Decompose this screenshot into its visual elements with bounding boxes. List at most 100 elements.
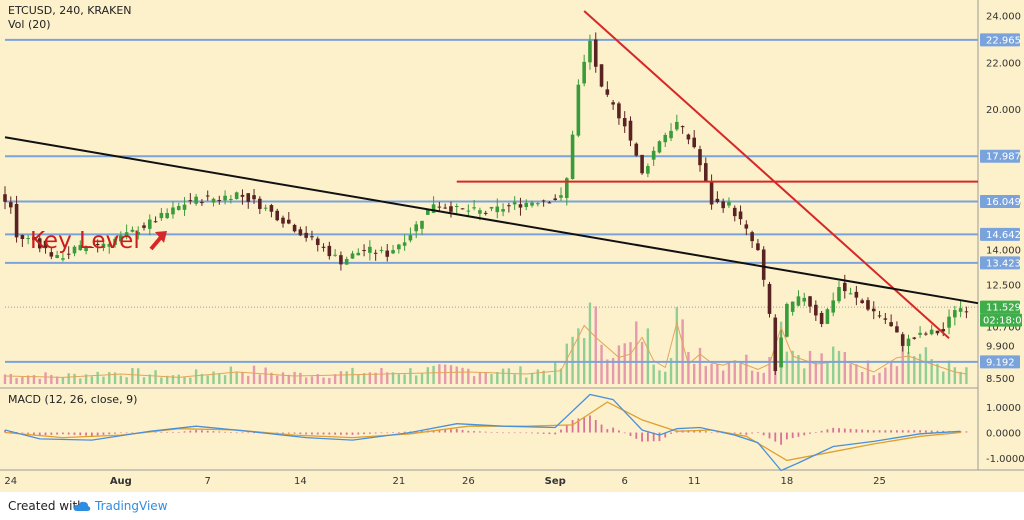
volume-bar bbox=[276, 375, 279, 384]
volume-bar bbox=[808, 350, 812, 384]
candle-body bbox=[269, 205, 274, 212]
macd-histogram-bar bbox=[843, 428, 846, 433]
volume-bar bbox=[617, 345, 621, 384]
macd-histogram-bar bbox=[479, 431, 481, 433]
macd-histogram-bar bbox=[745, 432, 748, 435]
macd-histogram-bar bbox=[212, 431, 215, 433]
volume-bar bbox=[362, 373, 366, 384]
macd-histogram-bar bbox=[177, 431, 180, 433]
volume-bar bbox=[32, 375, 36, 384]
candle-body bbox=[142, 225, 146, 228]
candle-body bbox=[779, 337, 783, 368]
candle-body bbox=[61, 258, 65, 260]
candle-body bbox=[66, 253, 71, 255]
candle-body bbox=[709, 182, 714, 205]
candle-body bbox=[536, 203, 540, 205]
candle-body bbox=[252, 195, 256, 200]
candle-body bbox=[240, 194, 245, 197]
candle-body bbox=[205, 195, 210, 197]
volume-bar bbox=[611, 358, 615, 384]
candle-body bbox=[321, 246, 326, 248]
macd-histogram-bar bbox=[96, 432, 99, 436]
last-price-badge-bg bbox=[980, 300, 1020, 314]
level-badge-bg bbox=[980, 256, 1020, 270]
chart-area[interactable]: 24.00022.00020.00018.00016.00014.00012.5… bbox=[0, 0, 1024, 492]
macd-histogram-bar bbox=[623, 432, 626, 434]
macd-histogram-bar bbox=[594, 419, 597, 433]
volume-bar bbox=[293, 371, 296, 384]
candle-body bbox=[814, 304, 818, 316]
macd-histogram-bar bbox=[907, 430, 910, 433]
volume-bar bbox=[270, 372, 273, 384]
volume-bar bbox=[872, 375, 875, 384]
volume-bar bbox=[420, 373, 424, 384]
macd-histogram-bar bbox=[311, 432, 313, 435]
macd-histogram-bar bbox=[403, 431, 406, 433]
time-axis[interactable]: 24 Aug 7 14 21 26 Sep 6 11 18 25 bbox=[4, 476, 885, 487]
candle-body bbox=[877, 315, 882, 317]
volume-bar bbox=[832, 346, 835, 384]
level-badge: 13.423 bbox=[986, 258, 1021, 269]
level-badge-bg bbox=[980, 33, 1020, 47]
macd-histogram-bar bbox=[44, 432, 47, 436]
volume-bar bbox=[102, 376, 105, 384]
macd-histogram-bar bbox=[652, 432, 655, 442]
macd-histogram-bar bbox=[751, 432, 754, 434]
volume-bar bbox=[328, 377, 331, 384]
candle-body bbox=[507, 205, 511, 207]
candle-body bbox=[8, 202, 13, 208]
volume-bar bbox=[895, 366, 899, 384]
macd-histogram-bar bbox=[67, 432, 70, 435]
macd-indicator-label: MACD (12, 26, close, 9) bbox=[8, 393, 138, 406]
macd-histogram-bar bbox=[710, 432, 713, 434]
volume-bar bbox=[90, 376, 94, 384]
macd-tick-label: 0.0000 bbox=[986, 429, 1021, 440]
candle-body bbox=[703, 163, 708, 182]
volume-bar bbox=[21, 377, 24, 384]
level-badge: 14.642 bbox=[986, 230, 1021, 241]
price-tick-label: 14.000 bbox=[986, 245, 1021, 256]
macd-histogram-bar bbox=[282, 432, 284, 434]
candle-body bbox=[14, 203, 19, 238]
macd-histogram-bar bbox=[328, 432, 331, 435]
volume-bar bbox=[119, 375, 123, 384]
candle-body bbox=[368, 246, 372, 253]
volume-bar bbox=[165, 375, 169, 384]
macd-histogram-bar bbox=[797, 432, 800, 437]
price-axis[interactable]: 24.00022.00020.00018.00016.00014.00012.5… bbox=[980, 12, 1024, 465]
horizontal-levels[interactable] bbox=[5, 38, 978, 363]
candle-body bbox=[200, 201, 204, 204]
macd-histogram-bar bbox=[803, 432, 806, 436]
price-tick-label: 24.000 bbox=[986, 12, 1021, 23]
volume-bar bbox=[965, 367, 968, 384]
volume-bar bbox=[501, 368, 505, 384]
volume-bar bbox=[194, 369, 198, 384]
macd-histogram-bar bbox=[131, 432, 134, 434]
trendlines[interactable] bbox=[4, 10, 979, 339]
tradingview-brand[interactable]: TradingView bbox=[95, 499, 168, 513]
candle-body bbox=[912, 337, 917, 339]
candle-body bbox=[582, 61, 586, 84]
last-price-badge: 11.529 bbox=[986, 303, 1021, 314]
volume-bar bbox=[942, 371, 945, 384]
candle-body bbox=[842, 282, 847, 292]
macd-histogram-bar bbox=[635, 432, 638, 439]
candle-body bbox=[663, 134, 668, 143]
candle-body bbox=[443, 207, 447, 209]
time-tick-label: 18 bbox=[781, 476, 794, 487]
black-trendline[interactable] bbox=[4, 136, 979, 305]
tradingview-cloud-icon bbox=[73, 501, 91, 511]
candle-body bbox=[495, 206, 500, 213]
candle-body bbox=[425, 209, 430, 215]
red-trendline[interactable] bbox=[583, 10, 950, 339]
volume-bar bbox=[733, 362, 736, 384]
candle-body bbox=[837, 287, 841, 302]
volume-bar bbox=[588, 302, 592, 384]
volume-bar bbox=[206, 375, 209, 384]
volume-bar bbox=[15, 378, 18, 384]
level-badge-bg bbox=[980, 227, 1020, 241]
macd-histogram-bar bbox=[305, 432, 308, 435]
macd-histogram-bar bbox=[519, 432, 522, 434]
macd-histogram-bar bbox=[4, 430, 6, 433]
macd-histogram-bar bbox=[757, 432, 759, 433]
